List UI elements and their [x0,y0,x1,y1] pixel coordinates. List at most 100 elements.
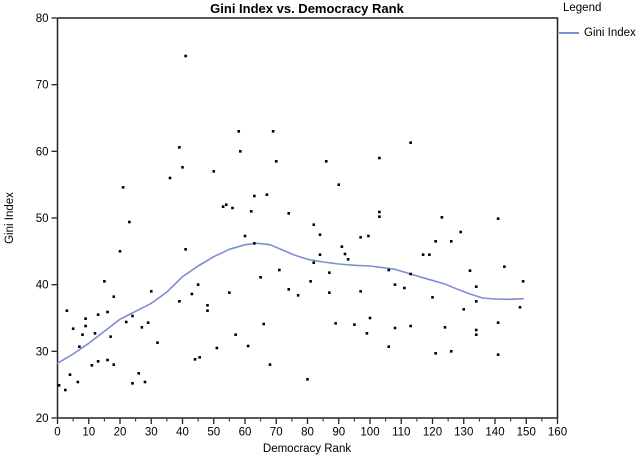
scatter-point [140,326,144,329]
x-tick-label: 120 [423,427,442,439]
scatter-point [503,265,506,268]
scatter-point [228,291,231,294]
scatter-point [403,286,406,290]
scatter-point [306,378,309,381]
scatter-point [340,245,344,248]
scatter-point [287,212,291,215]
scatter-point [378,210,381,214]
scatter-point [496,353,500,356]
scatter-point [190,292,194,296]
x-tick-label: 140 [485,427,504,439]
scatter-point [106,358,109,362]
scatter-point [131,382,134,385]
scatter-point [378,215,381,218]
scatter-point [215,346,219,350]
scatter-point [474,285,478,288]
scatter-point [231,206,234,210]
scatter-point [96,313,100,316]
scatter-point [421,253,425,256]
x-tick-label: 90 [332,427,345,439]
plot-border [56,17,559,419]
scatter-point [143,380,147,384]
scatter-point [468,269,472,272]
scatter-point [206,304,209,307]
y-tick-label: 70 [36,80,49,92]
scatter-point [278,268,281,272]
scatter-point [239,150,242,153]
scatter-point [393,326,397,330]
y-tick-label: 40 [36,280,49,292]
x-tick-label: 10 [82,427,95,439]
scatter-point [81,333,84,336]
scatter-point [249,210,253,213]
scatter-point [68,373,72,376]
trend-line [56,242,524,365]
scatter-point [337,183,341,186]
scatter-point [287,288,291,291]
scatter-point [434,352,437,355]
scatter-point [443,326,447,329]
scatter-point [193,358,197,361]
scatter-point [265,193,269,196]
scatter-point [57,384,61,387]
chart-title: Gini Index vs. Democracy Rank [210,1,404,16]
scatter-point [359,236,362,239]
scatter-point [212,170,216,173]
scatter-point [198,356,201,359]
scatter-point [178,146,181,149]
scatter-point [234,333,237,336]
scatter-point [262,322,266,326]
scatter-point [128,220,131,224]
scatter-point [431,296,434,299]
scatter-point [334,322,337,325]
scatter-point [84,317,87,320]
scatter-point [137,372,141,375]
scatter-point [184,248,187,251]
scatter-point [474,328,478,332]
scatter-point [393,283,397,286]
scatter-point [268,363,272,366]
scatter-point [496,321,500,324]
x-axis-title: Democracy Rank [262,443,352,455]
scatter-point [96,360,100,363]
scatter-point [328,291,331,294]
scatter-point [496,217,500,220]
scatter-point [131,314,134,318]
scatter-point [368,316,372,320]
scatter-point [109,335,112,338]
scatter-point [112,295,116,298]
scatter-point [518,306,522,309]
scatter-point [409,324,412,328]
x-tick-label: 130 [454,427,473,439]
scatter-point [121,186,125,189]
scatter-point [328,271,331,274]
scatter-point [367,234,370,238]
scatter-point [149,290,153,293]
scatter-point [71,327,75,330]
scatter-point [196,283,200,286]
scatter-point [346,258,350,261]
legend-item-gini-index: Gini Index [559,27,636,39]
scatter-point [93,332,97,335]
scatter-point [318,253,322,256]
x-tick-label: 80 [301,427,314,439]
scatter-point [178,300,181,303]
scatter-point [378,156,381,160]
scatter-point [243,234,247,238]
scatter-point [409,272,412,276]
scatter-point [259,276,262,279]
scatter-point [353,323,356,326]
y-tick-label: 50 [36,213,49,225]
scatter-point [76,380,80,384]
scatter-point [324,160,328,163]
scatter-point [309,280,312,283]
scatter-point [459,230,462,234]
scatter-point [146,321,150,324]
x-tick-label: 160 [548,427,567,439]
scatter-point [103,280,106,283]
scatter-point [181,166,184,169]
y-tick-label: 80 [36,13,49,25]
scatter-point [253,242,256,245]
